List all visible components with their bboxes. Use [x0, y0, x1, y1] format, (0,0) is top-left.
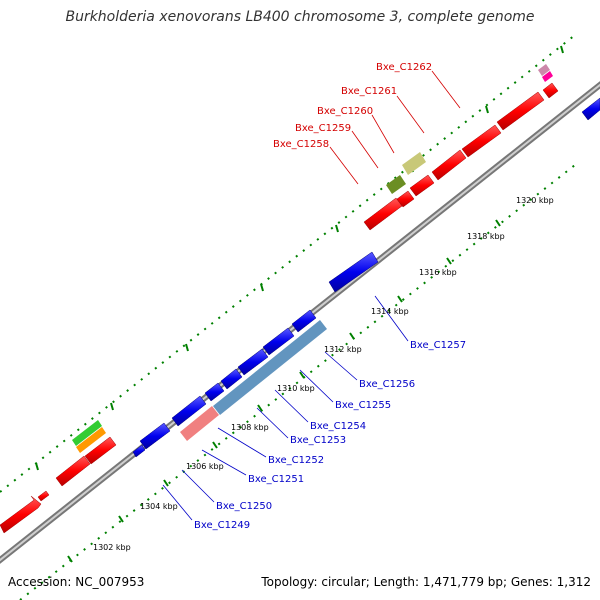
- gene-label-bxe-c1253[interactable]: Bxe_C1253: [290, 435, 346, 446]
- genome-summary-text: Topology: circular; Length: 1,471,779 bp…: [261, 575, 591, 589]
- tick-label-1308: 1308 kbp: [231, 423, 269, 432]
- gene-reverse[interactable]: [291, 309, 317, 333]
- gene-steelblue[interactable]: [213, 320, 327, 415]
- forward-label-leaders: [329, 70, 461, 185]
- kbp-tick-labels: 1302 kbp 1304 kbp 1306 kbp 1308 kbp 1310…: [93, 196, 554, 552]
- gene-label-bxe-c1252[interactable]: Bxe_C1252: [268, 455, 324, 466]
- gene-forward[interactable]: [396, 190, 415, 208]
- tick-label-1316: 1316 kbp: [419, 268, 457, 277]
- gene-label-bxe-c1261[interactable]: Bxe_C1261: [341, 86, 397, 97]
- gene-forward[interactable]: [84, 436, 117, 465]
- gene-reverse[interactable]: [139, 422, 171, 450]
- tick-label-1302: 1302 kbp: [93, 543, 131, 552]
- gene-label-bxe-c1259[interactable]: Bxe_C1259: [295, 123, 351, 134]
- gene-reverse[interactable]: [132, 444, 146, 458]
- gene-label-bxe-c1257[interactable]: Bxe_C1257: [410, 340, 466, 351]
- tick-label-1310: 1310 kbp: [277, 384, 315, 393]
- map-title: Burkholderia xenovorans LB400 chromosome…: [65, 9, 535, 25]
- gene-green[interactable]: [72, 420, 102, 446]
- gene-label-bxe-c1250[interactable]: Bxe_C1250: [216, 501, 272, 512]
- forward-gene-labels: Bxe_C1258 Bxe_C1259 Bxe_C1260 Bxe_C1261 …: [273, 62, 432, 150]
- tick-label-1314: 1314 kbp: [371, 307, 409, 316]
- gene-magenta[interactable]: [542, 71, 553, 82]
- gene-reverse[interactable]: [581, 97, 600, 121]
- gene-forward[interactable]: [55, 455, 91, 487]
- gene-reverse[interactable]: [220, 368, 243, 390]
- gene-forward[interactable]: [496, 91, 545, 131]
- gene-forward[interactable]: [0, 495, 42, 534]
- gene-label-bxe-c1254[interactable]: Bxe_C1254: [310, 421, 366, 432]
- gene-pink[interactable]: [538, 64, 550, 76]
- gene-forward[interactable]: [431, 149, 467, 181]
- tick-label-1318: 1318 kbp: [467, 232, 505, 241]
- special-genes: [72, 64, 553, 453]
- gene-label-bxe-c1258[interactable]: Bxe_C1258: [273, 139, 329, 150]
- gene-forward[interactable]: [542, 82, 559, 99]
- gene-label-bxe-c1262[interactable]: Bxe_C1262: [376, 62, 432, 73]
- gene-reverse[interactable]: [262, 327, 295, 356]
- reverse-gene-labels: Bxe_C1249 Bxe_C1250 Bxe_C1251 Bxe_C1252 …: [194, 340, 466, 531]
- gene-forward[interactable]: [409, 174, 435, 197]
- gene-label-bxe-c1256[interactable]: Bxe_C1256: [359, 379, 415, 390]
- gene-reverse[interactable]: [237, 348, 269, 376]
- tick-label-1306: 1306 kbp: [186, 462, 224, 471]
- accession-text: Accession: NC_007953: [8, 575, 145, 589]
- inner-tick-ring: [19, 164, 576, 600]
- gene-reverse[interactable]: [204, 382, 225, 402]
- gene-label-bxe-c1251[interactable]: Bxe_C1251: [248, 474, 304, 485]
- outer-tick-ring-major: [35, 45, 564, 471]
- gene-label-bxe-c1255[interactable]: Bxe_C1255: [335, 400, 391, 411]
- forward-strand-genes: [0, 82, 559, 534]
- tick-label-1304: 1304 kbp: [140, 502, 178, 511]
- reverse-label-leaders: [162, 295, 409, 521]
- gene-forward[interactable]: [37, 490, 50, 502]
- gene-orange[interactable]: [76, 427, 106, 453]
- gene-forward[interactable]: [363, 197, 403, 231]
- tick-label-1320: 1320 kbp: [516, 196, 554, 205]
- inner-tick-ring-major: [67, 219, 501, 563]
- gene-lightred[interactable]: [180, 406, 219, 441]
- gene-label-bxe-c1249[interactable]: Bxe_C1249: [194, 520, 250, 531]
- outer-tick-ring: [0, 34, 576, 493]
- tick-label-1312: 1312 kbp: [324, 345, 362, 354]
- gene-khaki[interactable]: [402, 152, 426, 175]
- gene-olive[interactable]: [386, 175, 406, 194]
- gene-forward[interactable]: [461, 124, 502, 158]
- gene-reverse[interactable]: [328, 251, 379, 293]
- gene-label-bxe-c1260[interactable]: Bxe_C1260: [317, 106, 373, 117]
- reverse-strand-genes: [132, 97, 600, 458]
- gene-reverse[interactable]: [171, 395, 207, 427]
